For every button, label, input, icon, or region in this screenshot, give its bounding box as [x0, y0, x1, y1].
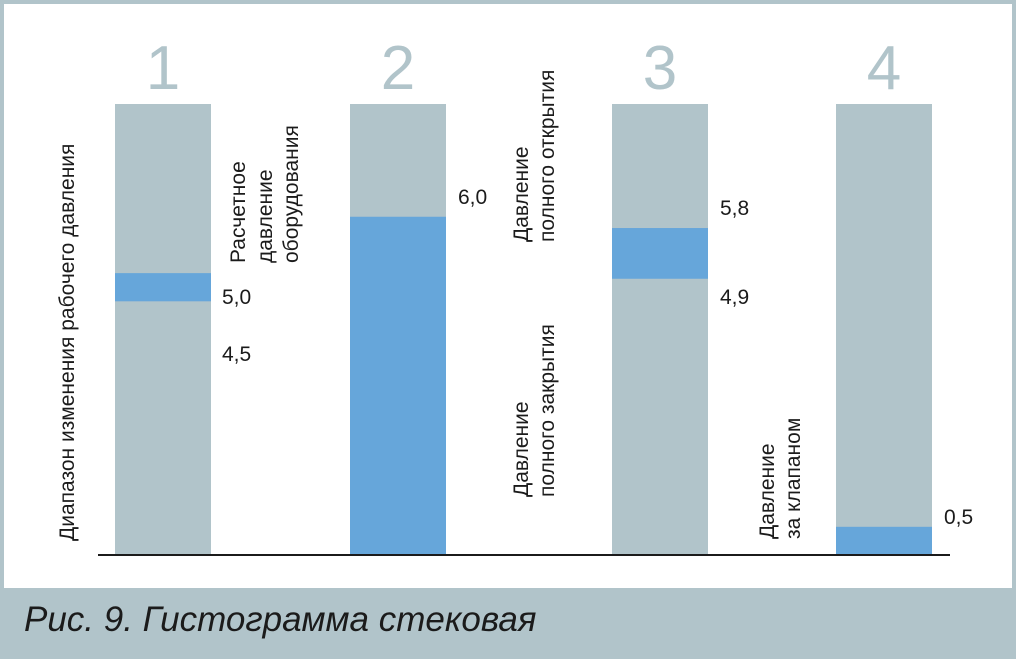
bar-1-lower-value: 4,5 [222, 343, 251, 366]
design-pressure-label-line2: давление [254, 169, 277, 263]
stacked-histogram-chart: 1 5,0 4,5 2 6,0 3 5,8 4,9 4 0,5 Диапазон… [56, 34, 973, 556]
full-open-label-line1: Давление [510, 146, 533, 242]
design-pressure-label-line1: Расчетное [227, 161, 250, 263]
full-close-label-line2: полного закрытия [536, 324, 559, 497]
bar-3-background [612, 104, 708, 555]
full-close-label-line1: Давление [510, 401, 533, 497]
bar-3-band [612, 228, 708, 279]
bar-number-1: 1 [146, 34, 180, 103]
bar-1-band [115, 273, 211, 302]
bar-4-value: 0,5 [944, 506, 973, 529]
bar-2-band [350, 216, 446, 555]
bar-4-background [836, 104, 932, 555]
bar-number-2: 2 [381, 34, 415, 103]
range-label: Диапазон изменения рабочего давления [56, 144, 79, 541]
bar-3-lower-value: 4,9 [720, 286, 749, 309]
figure-caption: Рис. 9. Гистограмма стековая [24, 600, 537, 639]
full-open-label-line2: полного открытия [536, 70, 559, 242]
bar-number-4: 4 [867, 34, 901, 103]
bar-3-upper-value: 5,8 [720, 197, 749, 220]
bar-1-background [115, 104, 211, 555]
after-valve-label-line2: за клапаном [782, 418, 805, 539]
design-pressure-label-line3: оборудования [280, 125, 303, 263]
bar-4-band [836, 526, 932, 555]
bar-1-upper-value: 5,0 [222, 286, 251, 309]
bar-2-value: 6,0 [458, 186, 487, 209]
bar-number-3: 3 [643, 34, 677, 103]
after-valve-label-line1: Давление [756, 443, 779, 539]
